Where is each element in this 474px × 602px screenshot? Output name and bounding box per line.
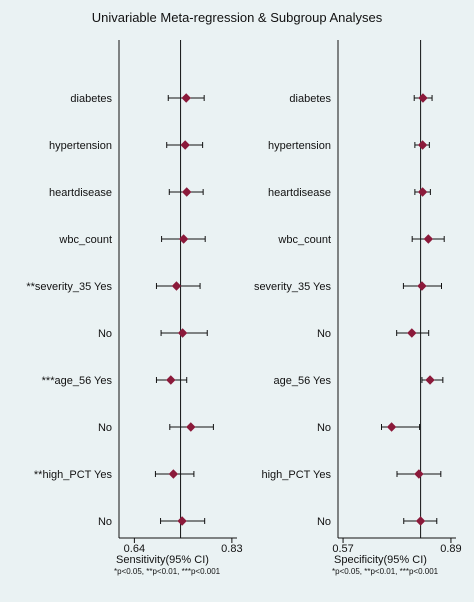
panel-0-row-label: diabetes xyxy=(70,93,112,105)
panel-1-point-estimate xyxy=(415,516,426,526)
panel-0-point-estimate xyxy=(178,234,189,244)
panel-0-row-label: hypertension xyxy=(49,140,112,152)
panel-1-tick-label: 0.89 xyxy=(440,543,461,555)
panel-0-point-estimate xyxy=(171,281,182,291)
panel-0-row-label: No xyxy=(98,422,112,434)
panel-1-row-label: No xyxy=(317,328,331,340)
panel-1-row-label: age_56 Yes xyxy=(273,375,331,387)
panel-1-row-label: high_PCT Yes xyxy=(261,469,331,481)
panel-1-row-label: hypertension xyxy=(268,140,331,152)
panel-0-point-estimate xyxy=(168,469,179,479)
panel-0-row-label: No xyxy=(98,328,112,340)
panel-1-tick-label: 0.57 xyxy=(332,543,353,555)
panel-1-row-label: No xyxy=(317,422,331,434)
panel-1-x-axis-label: Specificity(95% CI) xyxy=(334,554,427,566)
panel-0-point-estimate xyxy=(186,422,196,432)
panel-1-point-estimate xyxy=(417,281,427,291)
panel-0-row-label: heartdisease xyxy=(49,187,112,199)
panel-1-point-estimate xyxy=(414,469,424,479)
panel-0-row-label: **severity_35 Yes xyxy=(26,281,112,293)
panel-1-row-label: heartdisease xyxy=(268,187,331,199)
panel-0-point-estimate xyxy=(180,140,190,150)
panel-1-point-estimate xyxy=(407,328,417,338)
panel-0-tick-label: 0.83 xyxy=(221,543,242,555)
panel-0-row-label: **high_PCT Yes xyxy=(34,469,113,481)
panel-0-point-estimate xyxy=(182,187,192,197)
panel-1-row-label: severity_35 Yes xyxy=(254,281,332,293)
panel-0-tick-label: 0.64 xyxy=(124,543,145,555)
panel-0-row-label: No xyxy=(98,516,112,528)
panel-0-row-label: ***age_56 Yes xyxy=(42,375,113,387)
panel-1-point-estimate xyxy=(423,234,434,244)
panel-0-point-estimate xyxy=(177,328,188,338)
panel-1-point-estimate xyxy=(417,187,428,197)
panel-0-point-estimate xyxy=(177,516,187,526)
panel-1-point-estimate xyxy=(417,140,428,150)
panel-1-footnote: *p<0.05, **p<0.01, ***p<0.001 xyxy=(332,567,439,576)
panel-1-point-estimate xyxy=(418,93,428,103)
panel-1-point-estimate xyxy=(425,375,435,385)
panel-1-row-label: No xyxy=(317,516,331,528)
panel-0-point-estimate xyxy=(166,375,176,385)
panel-0-footnote: *p<0.05, **p<0.01, ***p<0.001 xyxy=(114,567,221,576)
panel-0-row-label: wbc_count xyxy=(58,234,112,246)
panel-1-point-estimate xyxy=(386,422,397,432)
panel-1-row-label: wbc_count xyxy=(277,234,331,246)
panel-0-point-estimate xyxy=(181,93,191,103)
panel-1-row-label: diabetes xyxy=(289,93,331,105)
panel-0-x-axis-label: Sensitivity(95% CI) xyxy=(116,554,209,566)
chart-title: Univariable Meta-regression & Subgroup A… xyxy=(91,10,383,25)
